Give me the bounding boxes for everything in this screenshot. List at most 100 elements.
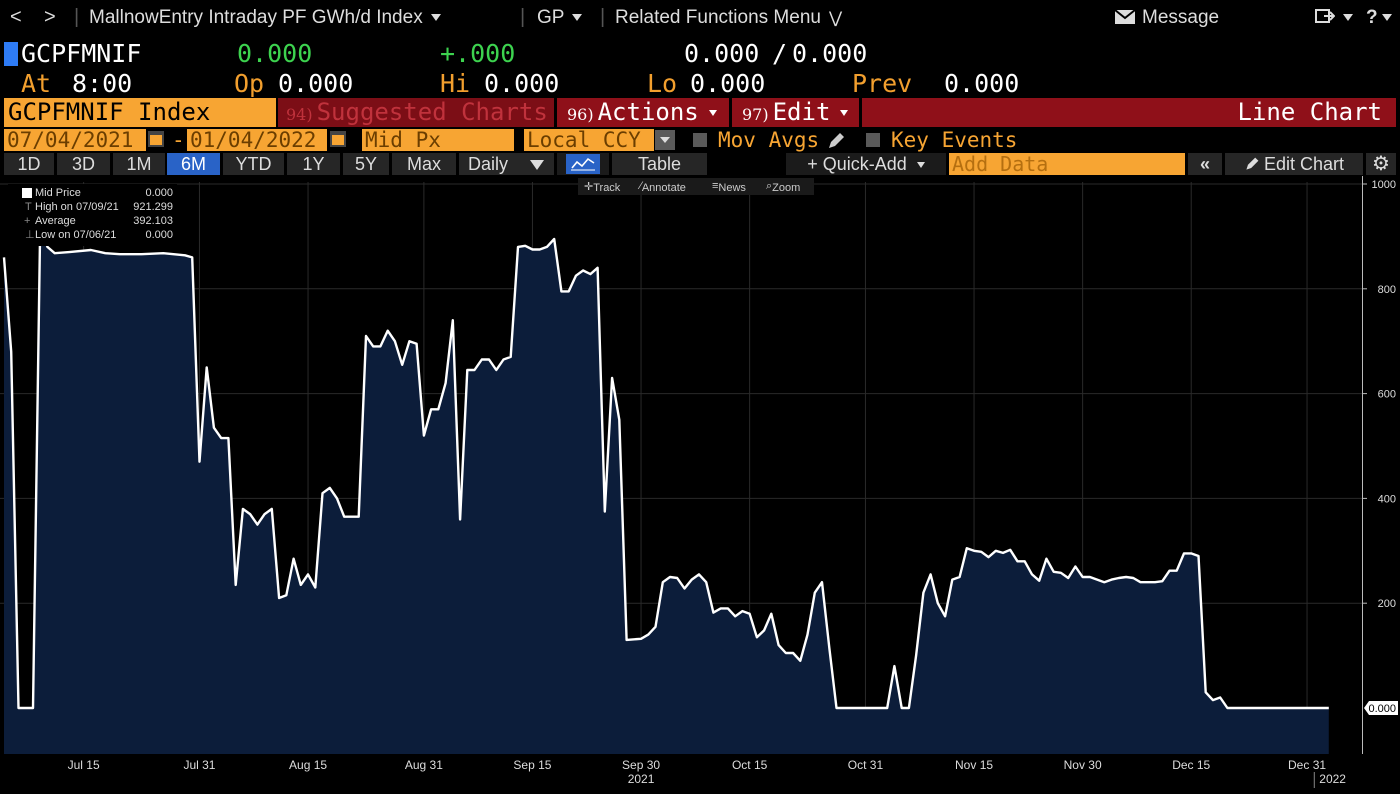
table-button[interactable]: Table: [612, 153, 707, 175]
prev-label: Prev: [852, 69, 913, 98]
start-date-field[interactable]: 07/04/2021: [4, 129, 146, 151]
chevron-down-icon: [916, 162, 925, 169]
message-button[interactable]: Message: [1114, 7, 1219, 29]
help-icon: ?: [1366, 7, 1378, 28]
period-selector[interactable]: Daily: [459, 153, 554, 175]
range-1m[interactable]: 1M: [113, 153, 165, 175]
open-value: 0.000: [278, 69, 354, 98]
range-6m[interactable]: 6M: [167, 153, 220, 175]
y-tick-label: 600: [1378, 389, 1396, 401]
actions-menu[interactable]: 96) Actions: [557, 98, 729, 127]
menu-number: 96): [567, 105, 594, 124]
edit-label: Edit: [772, 98, 831, 126]
line-chart-button[interactable]: [557, 153, 609, 175]
news-tool[interactable]: ≡ News: [712, 180, 746, 194]
legend-series-value: 0.000: [145, 187, 173, 199]
range-3d[interactable]: 3D: [57, 153, 110, 175]
related-functions-menu[interactable]: Related Functions Menu ⋁: [615, 7, 842, 29]
price-chart[interactable]: 200 400 600 800 1000 0.000 Jul 15 Jul 31 Aug 15 A…: [0, 176, 1400, 794]
pencil-icon[interactable]: [826, 131, 846, 151]
legend-series-name: Mid Price: [35, 187, 81, 199]
chart-legend: Mid Price 0.000 T High on 07/09/21 921.2…: [8, 184, 177, 246]
currency-dropdown-button[interactable]: [655, 130, 675, 150]
security-field[interactable]: GCPFMNIF Index: [4, 98, 276, 127]
y-tick-label: 400: [1378, 493, 1396, 505]
mov-avgs-checkbox[interactable]: [693, 133, 707, 147]
x-tick-label: Nov 15: [955, 758, 993, 772]
track-label: Track: [593, 182, 621, 194]
x-tick-label: Nov 30: [1064, 758, 1102, 772]
legend-high-label: High on 07/09/21: [35, 201, 119, 213]
suggested-charts-menu[interactable]: 94) Suggested Charts: [278, 98, 554, 127]
security-title-menu[interactable]: MallnowEntry Intraday PF GWh/d Index: [89, 7, 441, 29]
x-tick-label: Aug 31: [405, 758, 443, 772]
legend-low-value: 0.000: [145, 229, 173, 241]
field-selector[interactable]: Mid Px: [362, 129, 514, 151]
x-tick-label: Jul 15: [68, 758, 100, 772]
forward-button[interactable]: >: [44, 6, 56, 28]
range-max[interactable]: Max: [392, 153, 456, 175]
x-tick-label: Oct 15: [732, 758, 768, 772]
suggested-charts-label: Suggested Charts: [316, 98, 548, 126]
pencil-icon: [1246, 157, 1259, 170]
edit-menu[interactable]: 97) Edit: [732, 98, 859, 127]
legend-high-value: 921.299: [133, 201, 173, 213]
divider: |: [520, 6, 526, 28]
line-chart-icon: [566, 154, 600, 174]
y-tick-label: 1000: [1372, 179, 1396, 191]
key-events-label: Key Events: [891, 128, 1018, 152]
chevron-down-icon: [530, 160, 544, 170]
security-title: MallnowEntry Intraday PF GWh/d Index: [89, 7, 423, 28]
add-data-input[interactable]: Add Data: [949, 153, 1185, 175]
gp-menu[interactable]: GP: [537, 7, 583, 29]
track-tool[interactable]: ✛ Track: [584, 181, 621, 194]
divider: |: [600, 6, 606, 28]
legend-series-row[interactable]: Mid Price 0.000: [8, 186, 177, 200]
double-chevron-left-icon: «: [1199, 154, 1210, 174]
currency-selector[interactable]: Local CCY: [524, 129, 654, 151]
gp-label: GP: [537, 7, 565, 28]
last-value-flag: [1364, 701, 1398, 715]
key-events-checkbox[interactable]: [866, 133, 880, 147]
legend-low-label: Low on 07/06/21: [35, 229, 117, 241]
range-5y[interactable]: 5Y: [343, 153, 389, 175]
gear-icon: ⚙: [1372, 153, 1390, 175]
high-value: 0.000: [484, 69, 560, 98]
bid-ask-slash: /: [772, 39, 788, 68]
x-tick-label: Sep 15: [513, 758, 551, 772]
help-menu[interactable]: ?: [1366, 7, 1392, 29]
edit-chart-button[interactable]: Edit Chart: [1225, 153, 1363, 175]
chevron-down-icon: [708, 110, 717, 116]
low-value: 0.000: [690, 69, 766, 98]
last-price: 0.000: [237, 39, 313, 68]
calendar-icon[interactable]: [148, 131, 164, 147]
y-axis-panel: [1362, 176, 1400, 794]
prev-value: 0.000: [944, 69, 1020, 98]
chevron-down-icon: [1343, 14, 1353, 22]
envelope-icon: [1114, 9, 1136, 24]
x-tick-label: Jul 31: [183, 758, 215, 772]
news-label: News: [718, 182, 746, 194]
divider: |: [74, 6, 80, 28]
chevron-down-icon: [572, 14, 583, 22]
collapse-button[interactable]: «: [1188, 153, 1222, 175]
range-1y[interactable]: 1Y: [287, 153, 340, 175]
back-button[interactable]: <: [10, 6, 22, 28]
calendar-icon[interactable]: [330, 131, 346, 147]
year-label: 2021: [628, 772, 655, 786]
zoom-tool[interactable]: ⌕ Zoom: [766, 180, 801, 194]
quick-add-menu[interactable]: + Quick-Add: [786, 153, 946, 175]
range-ytd[interactable]: YTD: [223, 153, 284, 175]
export-menu[interactable]: [1315, 7, 1353, 29]
chevron-down-icon: [430, 14, 441, 22]
end-date-field[interactable]: 01/04/2022: [187, 129, 327, 151]
menu-number: 94): [286, 105, 313, 124]
chart-type-title: Line Chart: [862, 98, 1396, 127]
range-1d[interactable]: 1D: [4, 153, 54, 175]
ask-price: 0.000: [792, 39, 868, 68]
settings-button[interactable]: ⚙: [1366, 153, 1396, 175]
last-value-label: 0.000: [1368, 703, 1396, 715]
related-functions-label: Related Functions Menu: [615, 7, 821, 28]
annotate-tool[interactable]: ⁄ Annotate: [640, 180, 686, 194]
mov-avgs-label: Mov Avgs: [718, 128, 820, 152]
